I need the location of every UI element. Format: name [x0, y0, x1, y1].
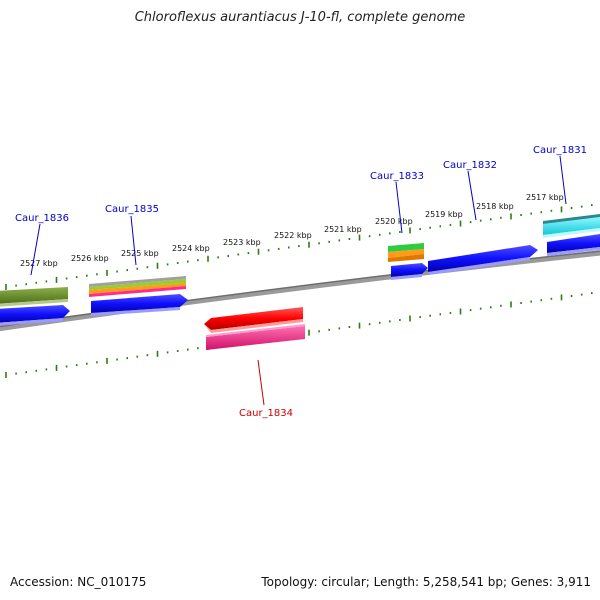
- genome-stats-text: Topology: circular; Length: 5,258,541 bp…: [261, 575, 591, 589]
- gene-label-caur-1833[interactable]: Caur_1833: [370, 171, 424, 182]
- leader-caur-1835: [130, 215, 137, 266]
- cds-arrow-caur-1832: [428, 245, 538, 272]
- gene-label-caur-1832[interactable]: Caur_1832: [443, 160, 497, 171]
- leader-caur-1832: [467, 170, 477, 221]
- leader-caur-1834: [257, 359, 265, 406]
- tick-label: 2523 kbp: [223, 238, 261, 247]
- cds-arrow-caur-1831: [547, 234, 600, 253]
- cds-arrow-caur-1836: [0, 305, 70, 323]
- tick-label: 2522 kbp: [274, 231, 312, 240]
- accession-text: Accession: NC_010175: [10, 575, 147, 589]
- feature-caur-1831-cog: [543, 217, 600, 235]
- feature-caur-1836-cog: [0, 287, 68, 304]
- tick-label: 2517 kbp: [526, 193, 564, 202]
- gene-label-caur-1836[interactable]: Caur_1836: [15, 213, 69, 224]
- cds-arrow-caur-1833: [391, 263, 428, 277]
- label-leaders: [30, 155, 567, 406]
- leader-caur-1833: [395, 181, 403, 234]
- leader-caur-1836: [30, 223, 41, 276]
- cds-arrow-caur-1835: [91, 294, 188, 313]
- cog-features: [0, 214, 600, 307]
- scale-labels: 2527 kbp 2526 kbp 2525 kbp 2524 kbp 2523…: [20, 193, 564, 268]
- gene-label-caur-1835[interactable]: Caur_1835: [105, 204, 159, 215]
- gene-labels: Caur_1836 Caur_1835 Caur_1834 Caur_1833 …: [15, 145, 587, 419]
- cds-arrow-caur-1834: [204, 307, 303, 330]
- tick-label: 2519 kbp: [425, 210, 463, 219]
- feature-caur-1835-cog: [89, 276, 186, 287]
- tick-label: 2525 kbp: [121, 249, 159, 258]
- leader-caur-1831: [559, 155, 567, 205]
- gene-label-caur-1834[interactable]: Caur_1834: [239, 408, 293, 419]
- map-title: Chloroflexus aurantiacus J-10-fl, comple…: [134, 10, 466, 25]
- scale-ticks-upper: [5, 204, 593, 290]
- feature-caur-1834-cog: [206, 326, 305, 350]
- tick-label: 2521 kbp: [324, 225, 362, 234]
- cds-minus-track: [204, 307, 305, 350]
- tick-label: 2518 kbp: [476, 202, 514, 211]
- tick-label: 2527 kbp: [20, 259, 58, 268]
- tick-label: 2524 kbp: [172, 244, 210, 253]
- cds-plus-track: [0, 234, 600, 326]
- gene-label-caur-1831[interactable]: Caur_1831: [533, 145, 587, 156]
- tick-label: 2526 kbp: [71, 254, 109, 263]
- tick-label: 2520 kbp: [375, 217, 413, 226]
